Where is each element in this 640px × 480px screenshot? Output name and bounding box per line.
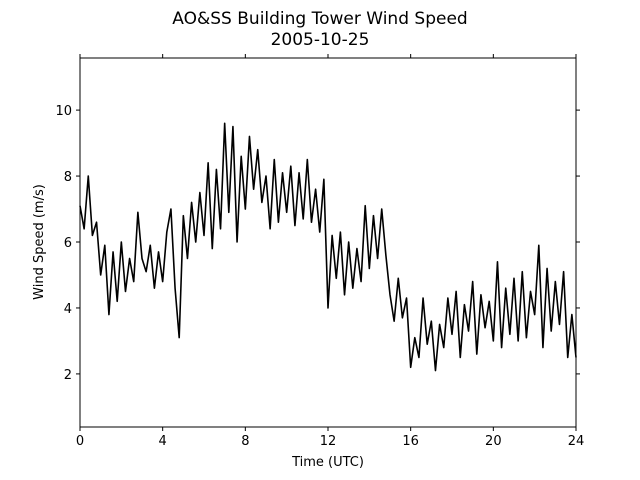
y-tick-label: 6 xyxy=(64,236,72,251)
x-tick-label: 12 xyxy=(320,434,337,449)
y-tick-label: 10 xyxy=(55,104,72,119)
x-tick-label: 4 xyxy=(159,434,167,449)
x-tick-label: 24 xyxy=(568,434,585,449)
y-tick-label: 2 xyxy=(64,368,72,383)
x-tick-label: 20 xyxy=(485,434,502,449)
x-tick-label: 16 xyxy=(402,434,419,449)
y-tick-label: 8 xyxy=(64,170,72,185)
x-tick-label: 0 xyxy=(76,434,84,449)
wind-line xyxy=(79,122,577,372)
x-axis-label: Time (UTC) xyxy=(291,455,364,470)
chart-subtitle: 2005-10-25 xyxy=(271,30,370,50)
chart-title: AO&SS Building Tower Wind Speed xyxy=(172,9,467,29)
y-axis-label: Wind Speed (m/s) xyxy=(32,184,47,300)
plot-frame xyxy=(79,57,577,428)
y-tick-label: 4 xyxy=(64,302,72,317)
x-tick-label: 8 xyxy=(241,434,249,449)
